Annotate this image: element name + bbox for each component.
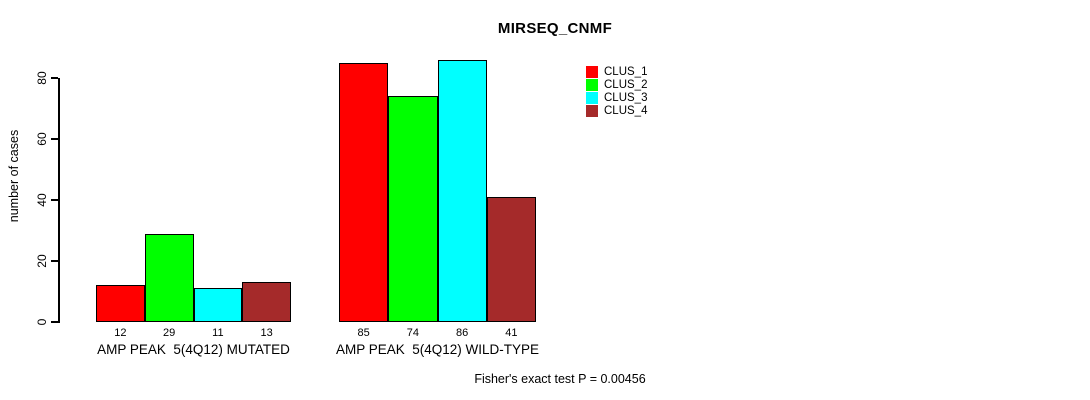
bar-value-label: 13 <box>260 327 273 339</box>
bar-value-label: 85 <box>357 327 370 339</box>
legend-label: CLUS_2 <box>604 79 648 91</box>
y-tick-label: 60 <box>35 132 49 146</box>
bar-clus_2-group1 <box>144 233 194 322</box>
legend-swatch-icon <box>586 66 598 78</box>
bar-value-label: 11 <box>212 327 224 339</box>
y-tick-label: 0 <box>35 318 49 326</box>
legend-swatch-icon <box>586 105 598 117</box>
bar-clus_4-group2 <box>486 196 536 322</box>
legend-swatch-icon <box>586 92 598 104</box>
legend-swatch-icon <box>586 79 598 91</box>
bar-clus_3-group2 <box>437 59 487 322</box>
legend-label: CLUS_4 <box>604 105 648 117</box>
legend-label: CLUS_1 <box>604 66 648 78</box>
bar-clus_1-group1 <box>96 285 145 322</box>
y-tick-mark <box>51 138 58 140</box>
category-label: AMP PEAK 5(4Q12) WILD-TYPE <box>335 342 540 357</box>
legend-item-clus_1: CLUS_1 <box>586 66 666 79</box>
bar-clus_3-group1 <box>193 288 243 322</box>
y-tick-label: 80 <box>35 71 49 85</box>
bar-clus_2-group2 <box>388 96 438 322</box>
bar-clus_4-group1 <box>242 282 291 322</box>
legend-label: CLUS_3 <box>604 92 648 104</box>
legend-item-clus_2: CLUS_2 <box>586 79 666 92</box>
bar-value-label: 29 <box>163 327 176 339</box>
y-tick-mark <box>51 321 58 323</box>
y-tick-mark <box>51 199 58 201</box>
chart-title: MIRSEQ_CNMF <box>497 20 613 37</box>
legend-item-clus_4: CLUS_4 <box>586 105 666 118</box>
y-tick-mark <box>51 77 58 79</box>
bar-value-label: 74 <box>406 327 419 339</box>
bar-value-label: 12 <box>114 327 127 339</box>
y-axis-label: number of cases <box>7 129 21 223</box>
bar-clus_1-group2 <box>339 62 389 322</box>
category-label: AMP PEAK 5(4Q12) MUTATED <box>97 342 290 357</box>
y-tick-label: 40 <box>35 193 49 207</box>
bar-value-label: 86 <box>456 327 469 339</box>
y-tick-label: 20 <box>35 254 49 268</box>
legend-item-clus_3: CLUS_3 <box>586 92 666 105</box>
bar-value-label: 41 <box>505 327 518 339</box>
y-tick-mark <box>51 260 58 262</box>
y-axis-line <box>58 78 60 323</box>
fisher-test-annotation: Fisher's exact test P = 0.00456 <box>474 372 646 386</box>
